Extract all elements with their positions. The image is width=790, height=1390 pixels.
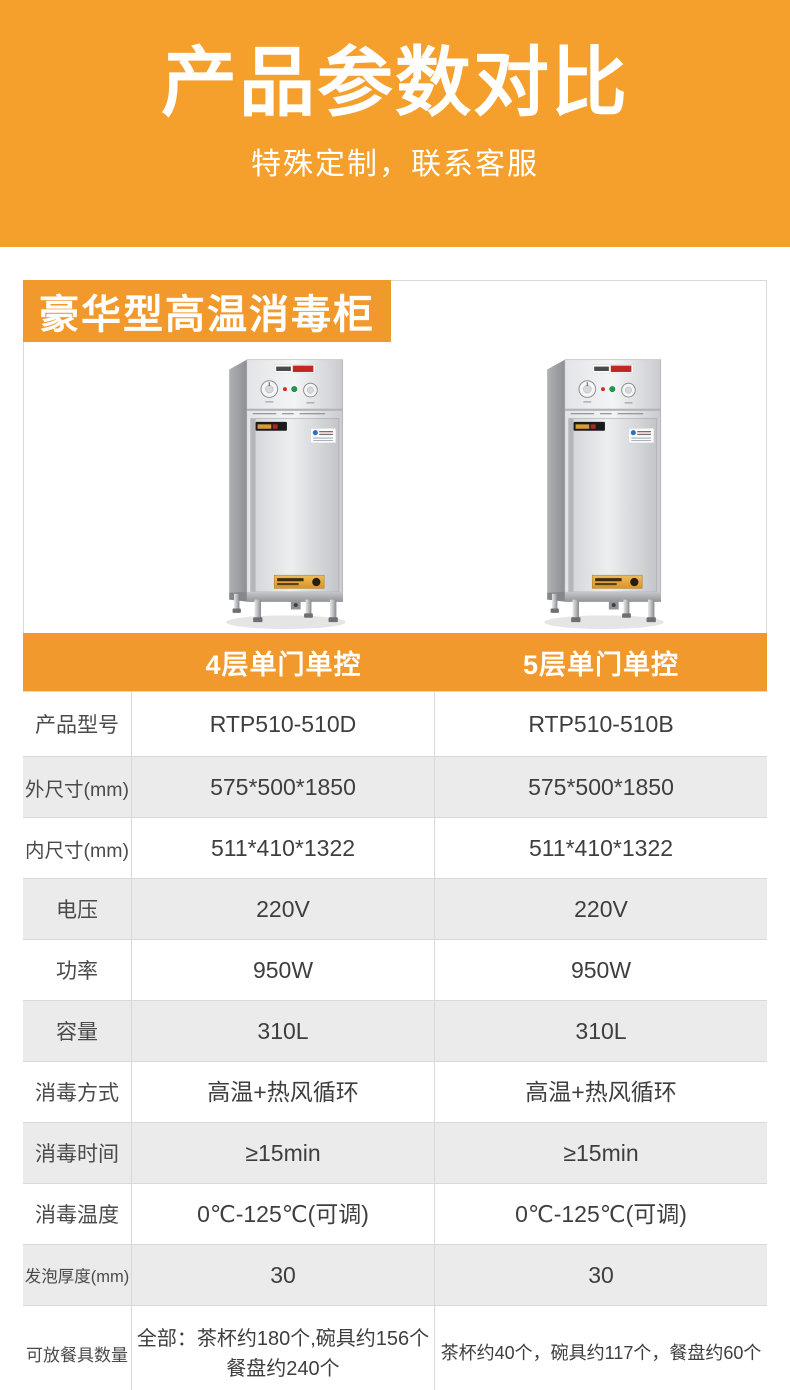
table-row: 电压 220V 220V	[23, 878, 767, 939]
row-label: 发泡厚度(mm)	[23, 1245, 132, 1305]
category-badge: 豪华型高温消毒柜	[23, 280, 391, 342]
row-value-5-layer: ≥15min	[563, 1139, 639, 1166]
row-value-5-layer: 高温+热风循环	[525, 1078, 677, 1105]
row-value-4-layer: ≥15min	[132, 1123, 435, 1183]
table-row: 功率 950W 950W	[23, 939, 767, 1000]
row-value-5-layer: 茶杯约40个，碗具约117个，餐盘约60个	[440, 1343, 762, 1363]
row-label: 可放餐具数量	[23, 1306, 132, 1390]
table-row: 外尺寸(mm) 575*500*1850 575*500*1850	[23, 756, 767, 817]
row-value-4-layer: 220V	[132, 879, 435, 939]
category-badge-label: 豪华型高温消毒柜	[39, 293, 375, 337]
product-photo-5-layer	[533, 347, 671, 631]
row-value-5-layer: 575*500*1850	[528, 773, 674, 800]
table-row: 消毒时间 ≥15min ≥15min	[23, 1122, 767, 1183]
row-label: 内尺寸(mm)	[23, 818, 132, 878]
row-label: 功率	[23, 940, 132, 1000]
table-row: 消毒方式 高温+热风循环 高温+热风循环	[23, 1061, 767, 1122]
row-value-4-layer: 950W	[132, 940, 435, 1000]
row-value-5-layer: 511*410*1322	[528, 834, 674, 861]
row-label: 外尺寸(mm)	[23, 757, 132, 817]
comparison-card: 豪华型高温消毒柜 4层单门单控 5层单门单控 产品型号 RTP510-510D …	[23, 280, 767, 1390]
disinfection-cabinet-icon	[533, 347, 671, 631]
product-photo-4-layer	[215, 347, 353, 631]
column-header-4-layer: 4层单门单控	[205, 649, 362, 680]
row-label: 消毒方式	[23, 1062, 132, 1122]
banner: 产品参数对比 特殊定制，联系客服	[0, 0, 790, 247]
row-value-5-layer: 220V	[574, 895, 628, 922]
row-label: 容量	[23, 1001, 132, 1061]
row-label: 产品型号	[23, 692, 132, 756]
table-row: 发泡厚度(mm) 30 30	[23, 1244, 767, 1305]
row-value-4-layer: 310L	[132, 1001, 435, 1061]
page-subtitle: 特殊定制，联系客服	[251, 148, 539, 182]
table-row: 消毒温度 0℃-125℃(可调) 0℃-125℃(可调)	[23, 1183, 767, 1244]
row-value-4-layer: 0℃-125℃(可调)	[132, 1184, 435, 1244]
spec-table: 4层单门单控 5层单门单控 产品型号 RTP510-510D RTP510-51…	[23, 633, 767, 1390]
table-header-spacer	[23, 633, 132, 691]
row-value-4-layer: 511*410*1322	[132, 818, 435, 878]
table-header-row: 4层单门单控 5层单门单控	[23, 633, 767, 691]
row-value-4-layer: 30	[132, 1245, 435, 1305]
row-value-4-layer: 高温+热风循环	[132, 1062, 435, 1122]
row-value-5-layer: 30	[588, 1261, 614, 1288]
row-value-4-layer: 575*500*1850	[132, 757, 435, 817]
row-label: 电压	[23, 879, 132, 939]
table-row: 可放餐具数量 全部：茶杯约180个,碗具约156个 餐盘约240个 茶杯约40个…	[23, 1305, 767, 1390]
row-value-5-layer: RTP510-510B	[528, 710, 674, 737]
table-row: 内尺寸(mm) 511*410*1322 511*410*1322	[23, 817, 767, 878]
row-value-4-layer: 全部：茶杯约180个,碗具约156个 餐盘约240个	[132, 1306, 435, 1390]
row-value-5-layer: 950W	[570, 956, 632, 983]
page-title: 产品参数对比	[161, 41, 629, 126]
row-value-5-layer: 0℃-125℃(可调)	[515, 1200, 687, 1227]
table-body: 产品型号 RTP510-510D RTP510-510B 外尺寸(mm) 575…	[23, 691, 767, 1390]
row-value-4-layer: RTP510-510D	[132, 692, 435, 756]
row-label: 消毒时间	[23, 1123, 132, 1183]
column-header-5-layer: 5层单门单控	[522, 649, 680, 680]
table-row: 容量 310L 310L	[23, 1000, 767, 1061]
table-row: 产品型号 RTP510-510D RTP510-510B	[23, 691, 767, 756]
row-label: 消毒温度	[23, 1184, 132, 1244]
disinfection-cabinet-icon	[215, 347, 353, 631]
row-value-5-layer: 310L	[575, 1017, 627, 1044]
